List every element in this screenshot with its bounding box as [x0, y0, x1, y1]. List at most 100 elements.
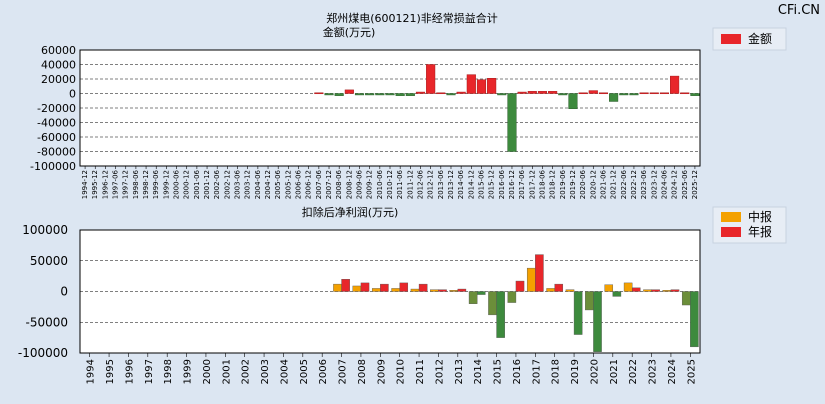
chart1-x-tick-label: 2025-06	[681, 169, 689, 199]
chart1-x-tick-label: 2000-12	[183, 170, 191, 199]
chart1-x-tick-label: 1998-06	[132, 169, 140, 199]
chart2-bar-interim	[585, 291, 594, 311]
chart1-bar	[487, 78, 497, 94]
chart1-x-tick-label: 2008-06	[335, 169, 343, 199]
chart1-x-tick-label: 2018-12	[549, 170, 557, 199]
chart1-x-tick-label: 1999-06	[152, 169, 160, 199]
chart1-bar	[395, 93, 405, 96]
chart1-x-tick-label: 2017-06	[518, 169, 526, 199]
chart1-x-tick-label: 2021-06	[599, 169, 607, 199]
chart1-bar	[375, 93, 385, 96]
chart2-y-tick-label: -50000	[25, 315, 68, 329]
chart1-x-tick-label: 2018-06	[538, 169, 546, 199]
chart1-x-tick-label: 2013-12	[447, 170, 455, 199]
chart1-x-tick-label: 2011-12	[406, 170, 414, 199]
chart2-x-tick-label: 2023	[648, 359, 659, 384]
chart2-x-tick-label: 2015	[493, 359, 504, 384]
chart1-x-tick-label: 2020-06	[579, 169, 587, 199]
chart2-x-tick-label: 1999	[183, 359, 194, 384]
chart1-bar	[639, 92, 649, 95]
chart1-x-tick-label: 2004-06	[254, 169, 262, 199]
chart1-bar	[334, 93, 344, 96]
chart1-bar	[405, 93, 415, 96]
chart2-x-tick-label: 1994	[86, 359, 97, 384]
chart2: 扣除后净利润(万元) 100000 50000 0 -50000 -100000 199…	[18, 205, 787, 384]
chart1-x-tick-label: 2016-12	[508, 170, 516, 199]
chart2-x-tick-label: 1998	[163, 359, 174, 384]
chart2-bar-annual	[670, 289, 680, 292]
chart2-bar-interim	[604, 284, 614, 292]
chart2-x-tick-label: 2018	[551, 359, 562, 384]
chart1-bar	[568, 93, 578, 109]
chart1-x-tick-label: 2023-06	[640, 169, 648, 199]
chart1-bar	[517, 91, 527, 94]
chart2-x-tick-label: 2009	[376, 359, 387, 384]
chart1-bar	[324, 93, 334, 96]
chart1-x-tick-label: 2014-06	[457, 169, 465, 199]
chart2-bar-interim	[623, 282, 633, 292]
chart1-bar	[598, 92, 609, 95]
chart2-bar-annual	[690, 291, 699, 348]
chart2-bar-annual	[631, 287, 641, 292]
chart1-x-tick-label: 1997-12	[122, 170, 130, 199]
chart1-y-tick-label: 20000	[41, 73, 76, 86]
chart2-legend: 中报 年报	[712, 206, 787, 244]
chart1-bar	[456, 91, 466, 94]
chart1-bar	[527, 91, 537, 94]
chart2-x-tick-label: 2025	[686, 359, 697, 384]
chart2-bar-interim	[681, 291, 691, 306]
chart1-x-tick-label: 2008-12	[345, 170, 353, 199]
chart2-plot-border	[79, 229, 701, 354]
chart2-x-tick-label: 2013	[454, 359, 465, 384]
chart2-x-tick-label: 1997	[144, 359, 155, 384]
chart1-bar	[385, 93, 395, 96]
chart1-x-tick-label: 2023-12	[650, 170, 658, 199]
chart1-x-tick-label: 2013-06	[437, 169, 445, 199]
chart2-x-tick-label: 2007	[338, 359, 349, 384]
chart2-bar-interim	[643, 289, 652, 292]
chart1-x-tick-label: 2020-12	[589, 170, 597, 199]
chart1-x-tick-label: 1995-12	[91, 170, 99, 199]
chart2-bar-interim	[391, 288, 400, 292]
chart2-legend-label-2: 年报	[748, 224, 772, 239]
chart2-x-tick-label: 2001	[221, 359, 232, 384]
chart2-bar-interim	[468, 291, 478, 305]
chart1-bar	[314, 92, 324, 95]
chart2-x-tick-label: 1995	[105, 359, 116, 384]
chart1-x-tick-label: 2015-06	[477, 169, 485, 199]
chart1: 郑州煤电(600121)非经常损益合计 金额(万元) 6000040000200…	[30, 11, 787, 199]
chart1-x-tick-label: 1996-12	[101, 170, 109, 199]
chart1-bar	[629, 93, 639, 96]
chart1-x-tick-label: 2003-06	[234, 169, 242, 199]
chart1-x-tick-label: 2000-06	[173, 169, 181, 199]
chart1-x-tick-label: 2016-06	[498, 169, 506, 199]
chart1-bar	[507, 93, 517, 152]
chart1-bar	[558, 93, 568, 96]
chart2-x-tick-label: 1996	[124, 359, 135, 384]
chart2-x-tick-label: 2004	[279, 359, 290, 384]
chart2-x-tick-label: 2019	[570, 359, 581, 384]
chart1-bar	[354, 93, 365, 96]
chart2-bar-interim	[488, 291, 497, 316]
chart2-bar-annual	[438, 289, 447, 292]
chart2-bar-interim	[662, 290, 672, 292]
chart2-x-tick-label: 2010	[396, 359, 407, 384]
chart1-bar	[619, 93, 629, 96]
chart1-bar	[690, 93, 700, 96]
chart1-x-tick-label: 2010-06	[376, 169, 384, 199]
chart2-bar-annual	[399, 282, 409, 292]
chart1-bar	[446, 93, 456, 96]
chart1-x-tick-label: 2017-12	[528, 170, 536, 199]
chart1-y-tick-label: 40000	[41, 59, 76, 72]
chart2-bar-annual	[418, 283, 428, 292]
chart1-x-tick-label: 2004-12	[264, 170, 272, 199]
chart2-y-tick-label: 0	[60, 285, 68, 299]
chart2-x-tick-label: 2024	[667, 359, 678, 384]
chart2-y-tick-label: 50000	[30, 254, 68, 268]
chart2-bar-interim	[546, 288, 555, 292]
chart2-bar-interim	[410, 288, 420, 292]
chart2-legend-swatch-1	[721, 212, 741, 222]
chart1-x-tick-label: 2009-06	[356, 169, 364, 199]
chart2-bar-annual	[360, 282, 370, 292]
